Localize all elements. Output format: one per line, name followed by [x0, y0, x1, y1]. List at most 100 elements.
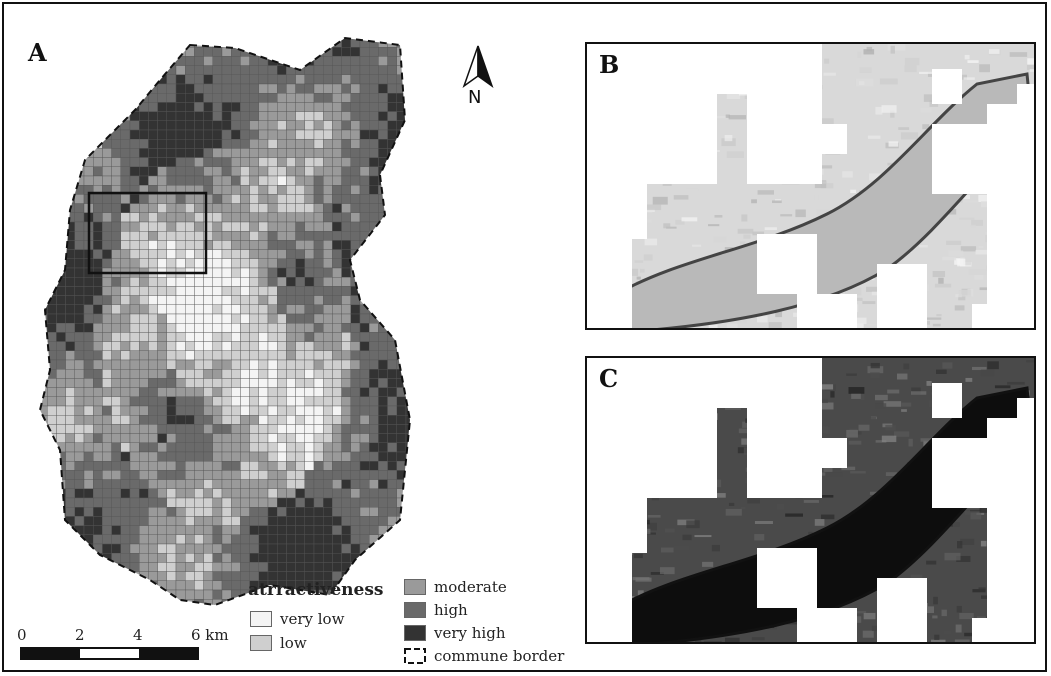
- grid-cell: [378, 488, 388, 499]
- grid-cell: [304, 83, 315, 94]
- grid-cell: [249, 38, 260, 48]
- grid-cell: [166, 230, 177, 241]
- grid-cell: [378, 304, 388, 315]
- grid-cell: [184, 83, 195, 94]
- masked-cell: [877, 578, 927, 642]
- grid-cell: [111, 129, 121, 140]
- grid-cell: [47, 74, 57, 85]
- grid-cell: [258, 286, 269, 296]
- grid-cell: [129, 525, 140, 535]
- grid-cell: [249, 92, 260, 103]
- grid-cell: [387, 470, 398, 480]
- grid-cell: [332, 157, 342, 168]
- grid-cell: [267, 240, 278, 250]
- grid-cell: [267, 433, 278, 444]
- grid-cell: [332, 543, 342, 554]
- masked-cell: [932, 438, 992, 508]
- grid-cell: [313, 405, 324, 416]
- grid-cell: [111, 599, 121, 605]
- grid-cell: [396, 543, 407, 554]
- grid-cell: [277, 295, 287, 306]
- grid-cell: [387, 571, 398, 581]
- grid-cell: [258, 369, 269, 379]
- grid-cell: [369, 415, 379, 425]
- grid-cell: [221, 451, 232, 462]
- grid-cell: [74, 129, 85, 140]
- grid-cell: [47, 313, 57, 324]
- grid-cell: [120, 387, 131, 398]
- grid-cell: [175, 534, 186, 545]
- grid-cell: [369, 378, 379, 388]
- grid-cell: [92, 332, 103, 342]
- grid-cell: [258, 451, 269, 462]
- grid-cell: [111, 424, 121, 434]
- grid-cell: [203, 497, 214, 508]
- grid-cell: [304, 415, 315, 425]
- grid-cell: [92, 221, 103, 232]
- grid-cell: [295, 525, 306, 535]
- grid-cell: [359, 56, 370, 66]
- grid-cell: [148, 396, 158, 407]
- grid-cell: [83, 424, 94, 434]
- grid-cell: [157, 479, 168, 490]
- grid-cell: [47, 516, 57, 526]
- grid-cell: [184, 451, 195, 462]
- grid-cell: [258, 175, 269, 186]
- grid-cell: [313, 470, 324, 480]
- masked-cell: [972, 304, 1034, 328]
- grid-cell: [120, 470, 131, 480]
- grid-cell: [240, 184, 250, 195]
- grid-cell: [304, 102, 315, 112]
- grid-cell: [405, 129, 410, 140]
- grid-cell: [166, 313, 177, 324]
- grid-cell: [405, 212, 410, 223]
- grid-cell: [249, 258, 260, 269]
- grid-cell: [74, 479, 85, 490]
- grid-cell: [120, 405, 131, 416]
- grid-cell: [83, 571, 94, 581]
- grid-cell: [40, 497, 48, 508]
- grid-cell: [286, 129, 296, 140]
- grid-cell: [258, 111, 269, 121]
- legend-label: very high: [434, 624, 506, 642]
- grid-cell: [230, 359, 241, 370]
- grid-cell: [102, 461, 112, 471]
- grid-cell: [369, 599, 379, 605]
- grid-cell: [129, 277, 140, 287]
- grid-cell: [194, 479, 204, 490]
- grid-cell: [277, 534, 287, 545]
- grid-cell: [56, 240, 66, 250]
- grid-cell: [277, 194, 287, 204]
- grid-cell: [387, 212, 398, 223]
- grid-cell: [304, 562, 315, 572]
- grid-cell: [230, 92, 241, 103]
- grid-cell: [405, 120, 410, 131]
- grid-cell: [267, 258, 278, 269]
- grid-cell: [92, 277, 103, 287]
- grid-cell: [369, 184, 379, 195]
- grid-cell: [304, 129, 315, 140]
- grid-cell: [175, 230, 186, 241]
- grid-cell: [396, 138, 407, 149]
- grid-cell: [332, 516, 342, 526]
- grid-cell: [111, 507, 121, 517]
- grid-cell: [175, 56, 186, 66]
- grid-cell: [323, 295, 333, 306]
- grid-cell: [286, 396, 296, 407]
- grid-cell: [323, 332, 333, 342]
- grid-cell: [304, 396, 315, 407]
- grid-cell: [47, 589, 57, 600]
- grid-cell: [249, 553, 260, 563]
- grid-cell: [304, 138, 315, 149]
- grid-cell: [313, 286, 324, 296]
- grid-cell: [157, 396, 168, 407]
- grid-cell: [369, 369, 379, 379]
- grid-cell: [221, 194, 232, 204]
- grid-cell: [65, 571, 75, 581]
- grid-cell: [47, 138, 57, 149]
- grid-cell: [341, 562, 352, 572]
- grid-cell: [65, 184, 75, 195]
- scale-tick-label: 2: [75, 626, 85, 644]
- grid-cell: [304, 212, 315, 223]
- grid-cell: [148, 543, 158, 554]
